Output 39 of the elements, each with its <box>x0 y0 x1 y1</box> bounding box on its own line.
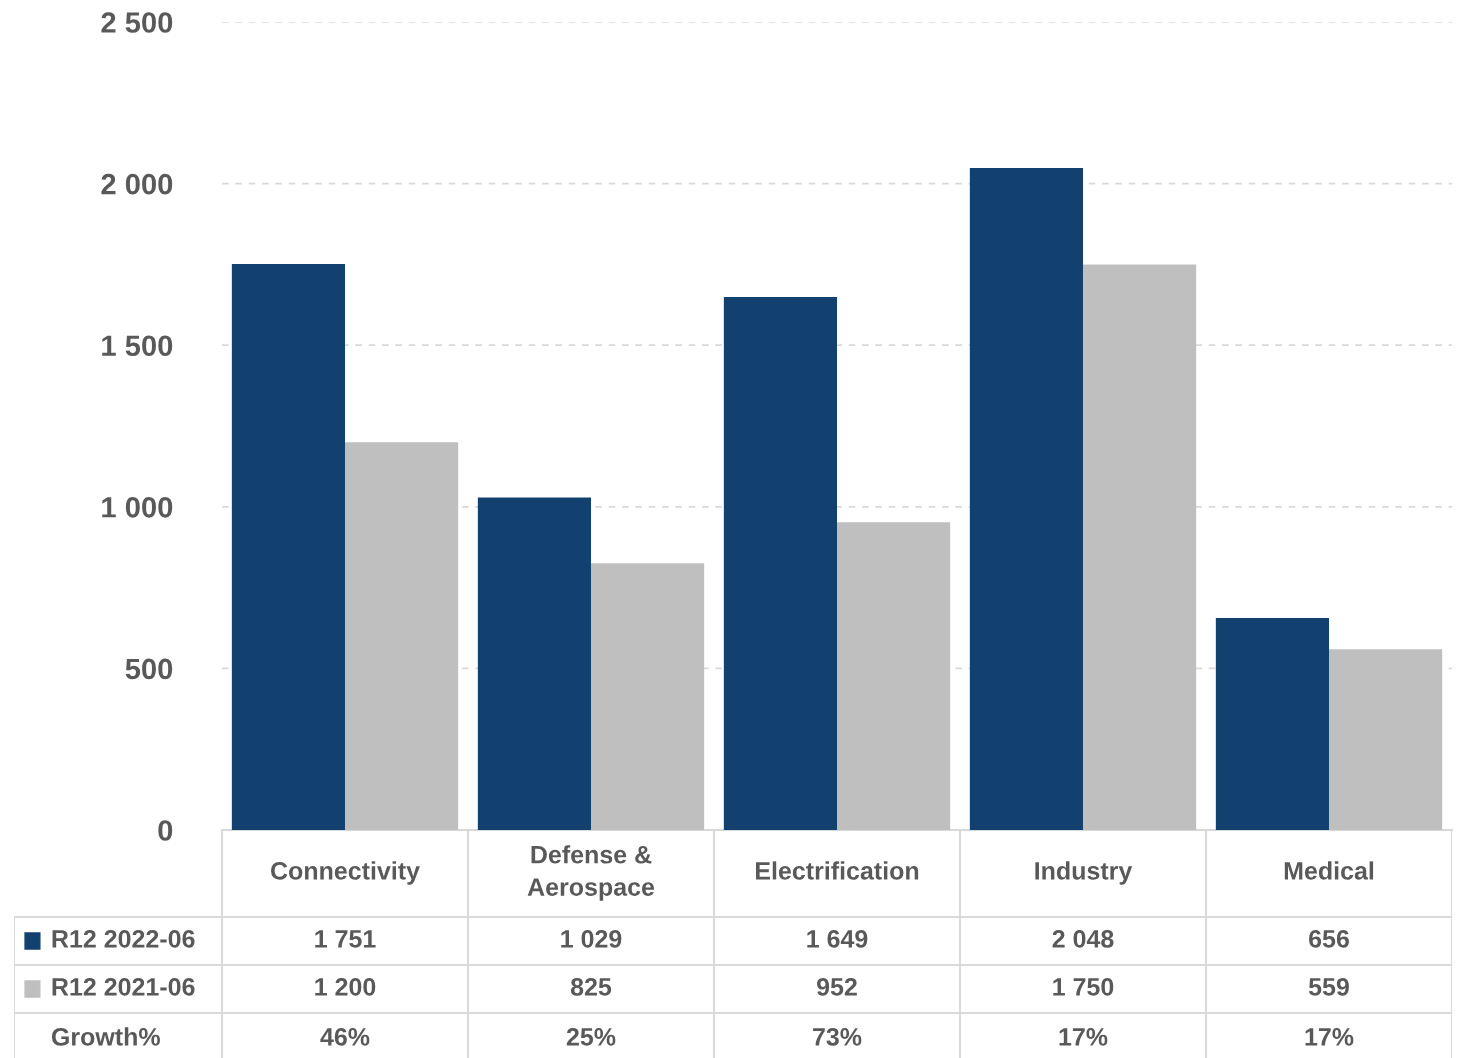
bar <box>477 497 591 830</box>
data-label: 1 200 <box>315 978 376 996</box>
bar <box>231 264 345 830</box>
legend-label: R12 2022-06 <box>52 930 195 948</box>
legend-label: R12 2021-06 <box>52 978 195 996</box>
x-tick-label: Medical <box>1284 861 1374 880</box>
data-label: 1 751 <box>315 930 376 948</box>
bar <box>723 297 837 830</box>
data-label: 1 750 <box>1053 978 1114 996</box>
data-label: 2 048 <box>1052 930 1114 948</box>
y-tick-label: 2 500 <box>101 12 173 33</box>
data-label: 656 <box>1309 930 1349 948</box>
x-tick-label: Defense & Aerospace <box>527 845 655 901</box>
y-tick-label: 0 <box>158 820 173 841</box>
text: Growth% <box>51 1027 160 1046</box>
bar <box>345 442 459 830</box>
data-label: 1 649 <box>807 930 868 948</box>
text: 25% <box>566 1028 616 1046</box>
data-label: 559 <box>1308 978 1349 996</box>
bar <box>1329 649 1443 830</box>
text: 73% <box>813 1028 862 1046</box>
data-label: 825 <box>570 978 612 996</box>
text: 17% <box>1305 1028 1354 1046</box>
data-label: 1 029 <box>561 930 622 948</box>
bar <box>591 563 705 830</box>
bar <box>837 522 951 830</box>
x-tick-label: Industry <box>1035 861 1133 885</box>
text: 17% <box>1059 1028 1108 1046</box>
data-label: 952 <box>817 978 857 996</box>
x-tick-label: Electrification <box>756 861 919 880</box>
y-tick-label: 1 000 <box>102 497 173 518</box>
bar <box>1083 264 1197 830</box>
bar <box>969 168 1083 830</box>
y-tick-label: 2 000 <box>101 173 173 195</box>
y-tick-label: 1 500 <box>102 335 173 357</box>
text: 46% <box>320 1028 370 1046</box>
x-tick-label: Connectivity <box>271 861 420 885</box>
y-tick-label: 500 <box>125 658 173 680</box>
bar <box>1215 617 1329 830</box>
